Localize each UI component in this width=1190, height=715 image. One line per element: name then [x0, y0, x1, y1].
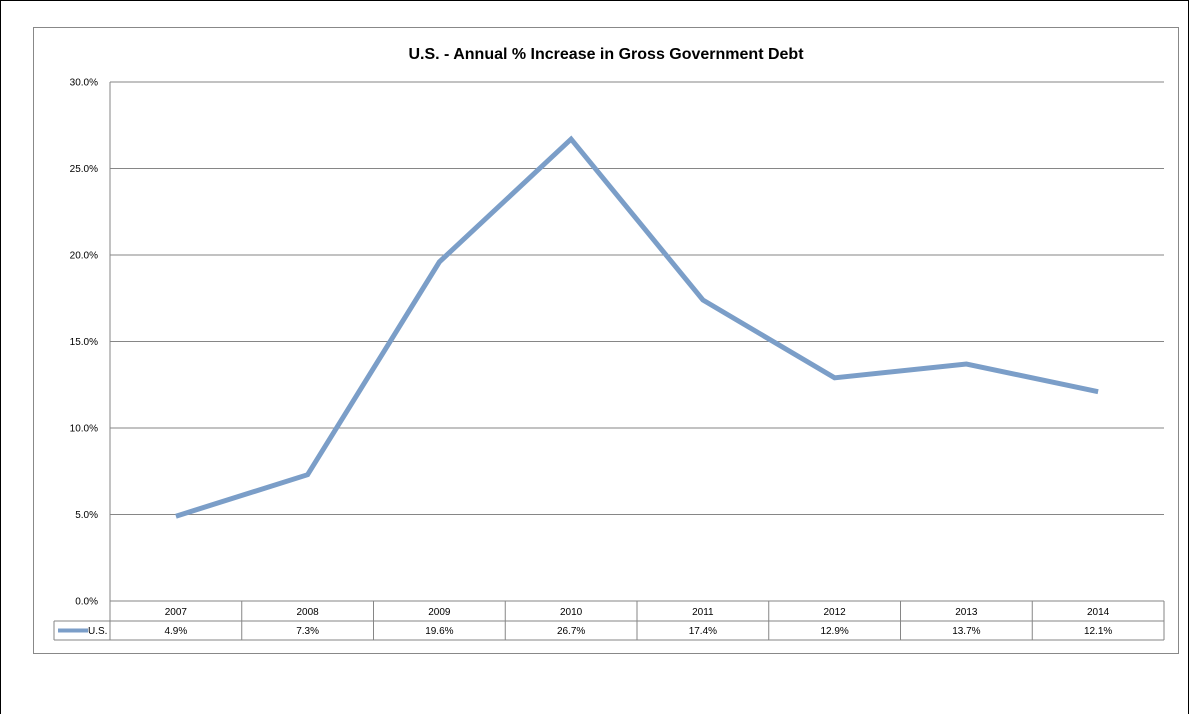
data-table-value: 19.6% [425, 626, 453, 637]
x-category-label: 2014 [1087, 607, 1110, 618]
series-line-us [175, 135, 1099, 519]
data-table-value: 12.9% [820, 626, 848, 637]
data-table-value: 12.1% [1084, 626, 1112, 637]
data-table: 2007 4.9% 2008 7.3% 2009 19.6% 2010 26.7% 2011 17… [53, 600, 1165, 641]
x-category-label: 2010 [560, 607, 583, 618]
x-category-label: 2008 [297, 607, 320, 618]
data-table-value: 7.3% [296, 626, 319, 637]
series-layer [175, 135, 1099, 519]
chart-title: U.S. - Annual % Increase in Gross Govern… [408, 46, 804, 63]
legend-label: U.S. [88, 626, 107, 637]
y-tick-label: 30.0% [70, 78, 98, 89]
data-table-value: 13.7% [952, 626, 980, 637]
y-axis: 0.0% 5.0% 10.0% 15.0% 20.0% 25.0% 30.0% [70, 78, 111, 608]
data-table-value: 17.4% [689, 626, 717, 637]
x-category-label: 2007 [165, 607, 188, 618]
data-table-value: 4.9% [164, 626, 187, 637]
y-tick-label: 15.0% [70, 337, 98, 348]
chart-area[interactable] [33, 27, 1179, 654]
y-tick-label: 10.0% [70, 424, 98, 435]
y-tick-label: 20.0% [70, 251, 98, 262]
data-table-value: 26.7% [557, 626, 585, 637]
y-tick-label: 25.0% [70, 164, 98, 175]
x-category-label: 2011 [692, 607, 714, 618]
gridlines [110, 81, 1164, 515]
y-tick-label: 5.0% [75, 510, 98, 521]
x-category-label: 2012 [824, 607, 847, 618]
x-category-label: 2009 [428, 607, 451, 618]
x-category-label: 2013 [955, 607, 978, 618]
y-tick-label: 0.0% [75, 597, 98, 608]
